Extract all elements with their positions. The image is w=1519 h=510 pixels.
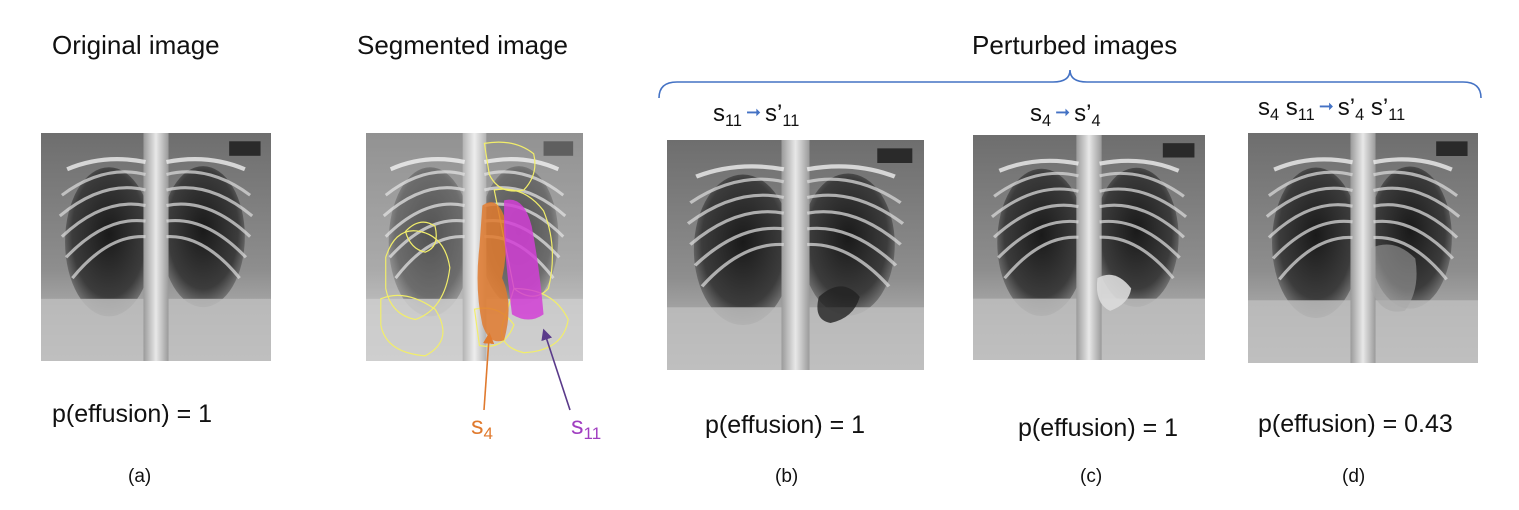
s4-arrow <box>483 332 495 411</box>
probability-d: p(effusion) = 0.43 <box>1258 410 1453 438</box>
heading-perturbed-images: Perturbed images <box>972 30 1178 60</box>
segment-s11-region <box>504 199 544 320</box>
formula-c: s4 ➞ s’4 <box>1030 100 1101 130</box>
original-xray-image <box>41 133 271 361</box>
segment-s4-region <box>477 202 509 342</box>
formula-d: s4 s11 ➞ s’4 s’11 <box>1258 94 1406 124</box>
panel-label-b: (b) <box>775 466 799 487</box>
segment-label-s4: s4 <box>471 412 493 444</box>
perturbed-xray-image-d <box>1248 133 1478 363</box>
probability-c: p(effusion) = 1 <box>1018 414 1179 442</box>
heading-original-image: Original image <box>52 30 220 60</box>
perturbed-xray-image-c <box>973 135 1205 360</box>
segment-label-arrows <box>483 328 571 411</box>
perturbed-xray-image-b <box>667 140 924 370</box>
probability-a: p(effusion) = 1 <box>52 400 213 428</box>
probability-b: p(effusion) = 1 <box>705 411 866 439</box>
segment-label-s11: s11 <box>571 412 602 444</box>
formula-b: s11 ➞ s’11 <box>713 100 800 130</box>
perturbed-brace <box>658 69 1482 99</box>
segmented-xray-image <box>366 133 583 361</box>
s11-arrow <box>541 328 571 411</box>
panel-label-c: (c) <box>1080 466 1103 487</box>
panel-label-a: (a) <box>128 466 152 487</box>
heading-segmented-image: Segmented image <box>357 30 569 60</box>
panel-label-d: (d) <box>1342 466 1366 487</box>
